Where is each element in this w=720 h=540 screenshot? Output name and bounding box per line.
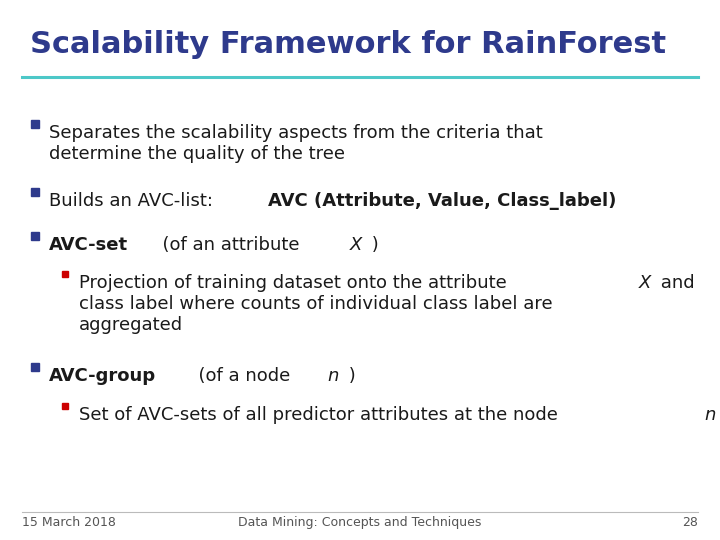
- Text: n: n: [705, 406, 716, 424]
- Text: aggregated: aggregated: [79, 316, 184, 334]
- Text: Separates the scalability aspects from the criteria that: Separates the scalability aspects from t…: [49, 124, 543, 142]
- Text: X: X: [350, 236, 362, 254]
- Text: (of an attribute: (of an attribute: [151, 236, 305, 254]
- Text: Data Mining: Concepts and Techniques: Data Mining: Concepts and Techniques: [238, 516, 482, 529]
- Text: 15 March 2018: 15 March 2018: [22, 516, 115, 529]
- Text: ): ): [366, 236, 379, 254]
- Text: Set of AVC-sets of all predictor attributes at the node: Set of AVC-sets of all predictor attribu…: [79, 406, 564, 424]
- Text: and: and: [654, 274, 694, 292]
- Text: determine the quality of the tree: determine the quality of the tree: [49, 145, 345, 163]
- Text: class label where counts of individual class label are: class label where counts of individual c…: [79, 295, 553, 313]
- Text: AVC-set: AVC-set: [49, 236, 128, 254]
- Text: AVC (Attribute, Value, Class_label): AVC (Attribute, Value, Class_label): [268, 192, 616, 210]
- Text: X: X: [639, 274, 651, 292]
- Text: (of a node: (of a node: [187, 367, 296, 385]
- Text: n: n: [328, 367, 339, 385]
- Text: Builds an AVC-list:: Builds an AVC-list:: [49, 192, 219, 210]
- Text: Scalability Framework for RainForest: Scalability Framework for RainForest: [30, 30, 667, 59]
- Text: ): ): [343, 367, 355, 385]
- Text: Projection of training dataset onto the attribute: Projection of training dataset onto the …: [79, 274, 513, 292]
- Text: 28: 28: [683, 516, 698, 529]
- Text: AVC-group: AVC-group: [49, 367, 156, 385]
